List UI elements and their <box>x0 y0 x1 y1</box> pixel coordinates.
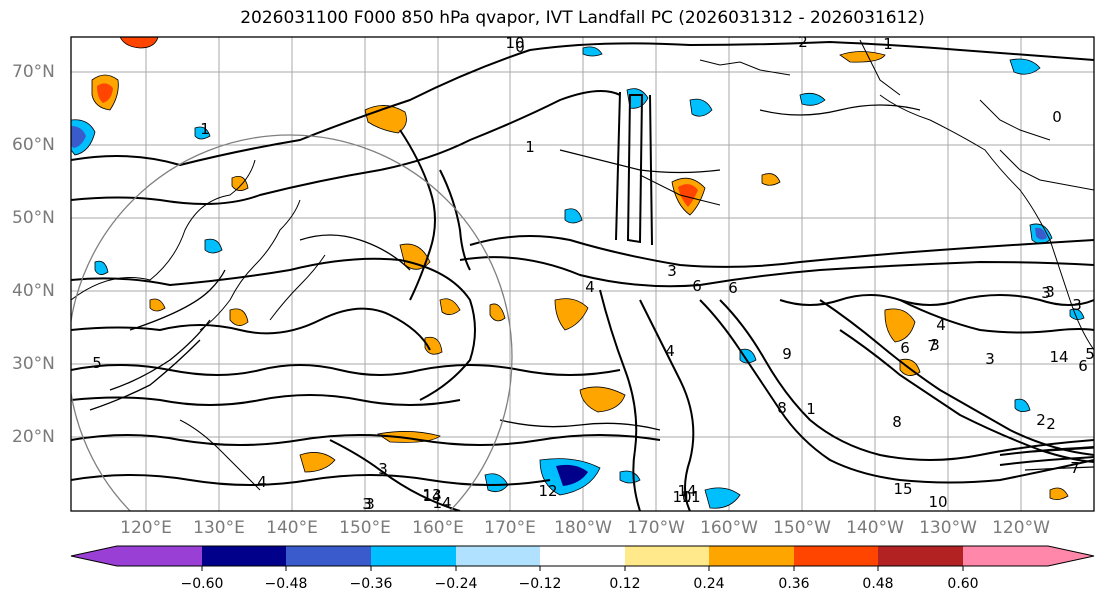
contour-label: 3 <box>378 460 388 478</box>
contour-label: 1 <box>883 35 893 53</box>
lat-tick-label: 20°N <box>12 427 55 447</box>
contour-label: 2 <box>1036 411 1046 429</box>
contour-label: 6 <box>692 277 702 295</box>
colorbar-extend-min <box>71 546 117 566</box>
lon-tick-label: 150°W <box>773 518 831 538</box>
contour-label: 13 <box>422 486 441 504</box>
landfall-region-circle <box>71 134 513 511</box>
colorbar-tick-label: 0.60 <box>947 576 979 592</box>
lat-tick-label: 50°N <box>12 208 55 228</box>
colorbar-segment <box>371 546 456 566</box>
contour-label: 5 <box>1085 345 1095 363</box>
contour-label: 8 <box>892 413 902 431</box>
contour-label: 0 <box>515 38 525 56</box>
contour-label: 4 <box>585 278 595 296</box>
contour-label: 2 <box>1046 415 1056 433</box>
contour-label: 1 <box>806 400 816 418</box>
contour-label: 4 <box>257 473 267 491</box>
contour-label: 10 <box>928 493 947 511</box>
colorbar-tick-label: 0.48 <box>862 576 894 592</box>
colorbar-segment <box>286 546 371 566</box>
contour-label: 1 <box>525 138 535 156</box>
contour-label: 6 <box>1078 357 1088 375</box>
contour-label: 7 <box>927 337 937 355</box>
contour-label: 2 <box>798 33 808 51</box>
contour-label: 3 <box>667 262 677 280</box>
contour-label: 3 <box>365 495 375 513</box>
map-frame <box>70 36 1095 512</box>
colorbar-tick-label: −0.36 <box>349 576 393 592</box>
contour-label: 11 <box>681 488 700 506</box>
lon-tick-label: 130°W <box>919 518 977 538</box>
colorbar-extend-max <box>1048 546 1094 566</box>
contour-label: 3 <box>930 336 940 354</box>
colorbar-tick-label: 0.12 <box>609 576 641 592</box>
lon-tick-label: 120°W <box>992 518 1050 538</box>
contour-label: 15 <box>893 480 912 498</box>
colorbar-segment <box>794 546 878 566</box>
lat-tick-label: 40°N <box>12 281 55 301</box>
contour-label: 3 <box>985 350 995 368</box>
contour-label: 3 <box>1072 296 1082 314</box>
colorbar-segment <box>963 546 1048 566</box>
lon-tick-label: 140°W <box>846 518 904 538</box>
lat-tick-label: 60°N <box>12 135 55 155</box>
ivt-contours <box>71 40 1094 511</box>
contour-label: 4 <box>936 316 946 334</box>
lon-tick-label: 180°W <box>554 518 612 538</box>
lon-tick-label: 120°E <box>120 518 172 538</box>
colorbar-segment <box>202 546 286 566</box>
qvapor-positive-patches <box>91 37 1069 500</box>
lon-tick-label: 160°E <box>412 518 464 538</box>
colorbar-tick-label: −0.12 <box>518 576 562 592</box>
contour-label: 4 <box>665 342 675 360</box>
lon-tick-label: 140°E <box>266 518 318 538</box>
lon-tick-label: 150°E <box>339 518 391 538</box>
contour-label: 7 <box>1070 459 1080 477</box>
contour-label: 8 <box>777 399 787 417</box>
colorbar-segment <box>625 546 709 566</box>
lon-tick-label: 170°E <box>484 518 536 538</box>
contour-label: 5 <box>92 354 102 372</box>
lon-tick-label: 160°W <box>700 518 758 538</box>
contour-label: 1 <box>200 120 210 138</box>
colorbar-segment <box>117 546 202 566</box>
colorbar-tick-label: 0.36 <box>778 576 810 592</box>
ivt-contours-thin <box>89 104 1094 471</box>
lon-tick-label: 170°W <box>627 518 685 538</box>
colorbar-segment <box>540 546 625 566</box>
colorbar-segment <box>878 546 963 566</box>
contour-label: 14 <box>422 487 441 505</box>
contour-label: 12 <box>538 482 557 500</box>
contour-label: 10 <box>505 34 524 52</box>
lon-tick-label: 130°E <box>193 518 245 538</box>
contour-label: 14 <box>1049 348 1068 366</box>
contour-label: 6 <box>728 279 738 297</box>
contour-label: 14 <box>677 482 696 500</box>
lat-tick-label: 30°N <box>12 354 55 374</box>
colorbar-segment <box>456 546 540 566</box>
contour-label: 3 <box>1041 284 1051 302</box>
colorbar-segment <box>709 546 794 566</box>
contour-label: 14 <box>432 494 451 512</box>
chart-title: 2026031100 F000 850 hPa qvapor, IVT Land… <box>240 8 925 28</box>
lat-tick-label: 70°N <box>12 62 55 82</box>
contour-label: 10 <box>672 488 691 506</box>
colorbar-tick-label: 0.24 <box>693 576 725 592</box>
contour-label: 9 <box>782 345 792 363</box>
colorbar-tick-label: −0.24 <box>434 576 478 592</box>
colorbar <box>70 545 1095 571</box>
colorbar-tick-label: −0.48 <box>264 576 308 592</box>
colorbar-tick-label: −0.60 <box>180 576 224 592</box>
contour-label: 3 <box>1045 283 1055 301</box>
colorbar-outline <box>70 545 1095 567</box>
contour-label: 0 <box>1052 108 1062 126</box>
contour-label: 3 <box>362 495 372 513</box>
contour-label: 11 <box>1096 480 1105 498</box>
contour-label: 6 <box>900 339 910 357</box>
